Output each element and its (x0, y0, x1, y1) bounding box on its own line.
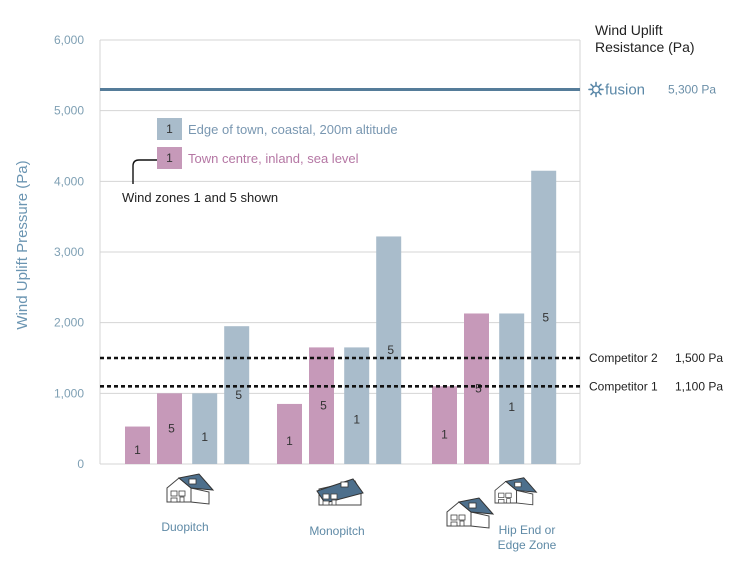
bar (531, 170, 557, 464)
window (322, 500, 330, 506)
house-side (470, 511, 490, 529)
legend-label: Town centre, inland, sea level (188, 151, 359, 166)
fusion-label: fusion (605, 81, 645, 98)
category-label: Monopitch (309, 524, 364, 538)
bars: 1 5 1 5 1 5 1 5 1 5 1 5 (125, 170, 557, 464)
window (330, 493, 338, 500)
house-side (190, 487, 210, 505)
legend-swatch-label: 1 (166, 122, 173, 136)
right-title-line2: Resistance (Pa) (595, 39, 695, 55)
bar-zone-label: 5 (542, 310, 549, 324)
bar (499, 313, 525, 464)
category-label: Hip End or (499, 523, 556, 537)
competitor-value: 1,100 Pa (675, 379, 723, 393)
y-axis-label: Wind Uplift Pressure (Pa) (14, 160, 31, 329)
right-title-line1: Wind Uplift (595, 22, 663, 38)
window (170, 497, 178, 503)
window (450, 514, 458, 521)
window (322, 493, 330, 500)
house-duopitch-icon (166, 473, 215, 505)
legend-swatch (157, 118, 182, 140)
y-tick-label: 6,000 (54, 33, 84, 47)
y-tick-label: 4,000 (54, 174, 84, 188)
bar (224, 326, 250, 464)
bar-zone-label: 5 (168, 422, 175, 436)
annotation: Wind zones 1 and 5 shown (122, 159, 278, 205)
category-label: Duopitch (161, 520, 208, 534)
category-label: Edge Zone (498, 538, 557, 552)
bar (464, 313, 489, 464)
annotation-bracket (132, 159, 157, 184)
legend: 1 Edge of town, coastal, 200m altitude 1 To… (157, 118, 398, 169)
legend-swatch (157, 147, 182, 169)
bar-zone-label: 1 (134, 443, 141, 457)
y-tick-label: 1,000 (54, 386, 84, 400)
bar (157, 393, 182, 464)
bar-zone-label: 5 (387, 343, 394, 357)
window (450, 521, 458, 527)
window (170, 490, 178, 497)
door (459, 520, 465, 527)
window (498, 499, 505, 504)
bar-zone-label: 1 (508, 400, 515, 414)
roof-window (468, 502, 477, 509)
annotation-text: Wind zones 1 and 5 shown (122, 190, 278, 205)
bar (192, 393, 218, 464)
roof-window (188, 478, 197, 485)
bar-zone-label: 1 (286, 434, 293, 448)
window (498, 492, 505, 498)
y-axis: 0 1,000 2,000 3,000 4,000 5,000 6,000 (54, 33, 84, 471)
y-tick-label: 3,000 (54, 245, 84, 259)
competitor-label: Competitor 1 (589, 379, 658, 393)
window (505, 492, 512, 498)
bar (125, 426, 150, 464)
bar (277, 403, 302, 464)
bar-zone-label: 1 (353, 413, 360, 427)
bar-zone-label: 1 (441, 427, 448, 441)
bar (432, 386, 457, 464)
reference-lines: fusion 5,300 Pa Competitor 2 1,500 Pa Compet… (100, 81, 723, 393)
legend-swatch-label: 1 (166, 151, 173, 165)
y-tick-label: 0 (77, 457, 84, 471)
competitor-value: 1,500 Pa (675, 351, 723, 365)
bar-zone-label: 5 (475, 382, 482, 396)
bar (309, 347, 334, 464)
logo-ring (591, 85, 601, 94)
door (331, 499, 337, 506)
house-hip-end-icon (446, 497, 495, 529)
bar-zone-label: 5 (320, 399, 327, 413)
door (506, 498, 511, 504)
competitor-label: Competitor 2 (589, 351, 658, 365)
door (179, 496, 185, 503)
fusion-value: 5,300 Pa (668, 82, 716, 96)
legend-label: Edge of town, coastal, 200m altitude (188, 122, 398, 137)
bar (344, 347, 370, 464)
y-tick-label: 2,000 (54, 316, 84, 330)
bar-zone-label: 5 (235, 388, 242, 402)
house-monopitch-icon (316, 478, 364, 506)
window (178, 490, 186, 497)
bar (376, 236, 402, 464)
fusion-logo-icon (588, 81, 604, 98)
roof-window (340, 481, 349, 488)
bar-zone-label: 1 (201, 430, 208, 444)
house-side (516, 489, 534, 506)
window (458, 514, 466, 521)
y-tick-label: 5,000 (54, 104, 84, 118)
house-hip-end-icon-2 (494, 477, 538, 506)
roof-window (514, 481, 522, 488)
